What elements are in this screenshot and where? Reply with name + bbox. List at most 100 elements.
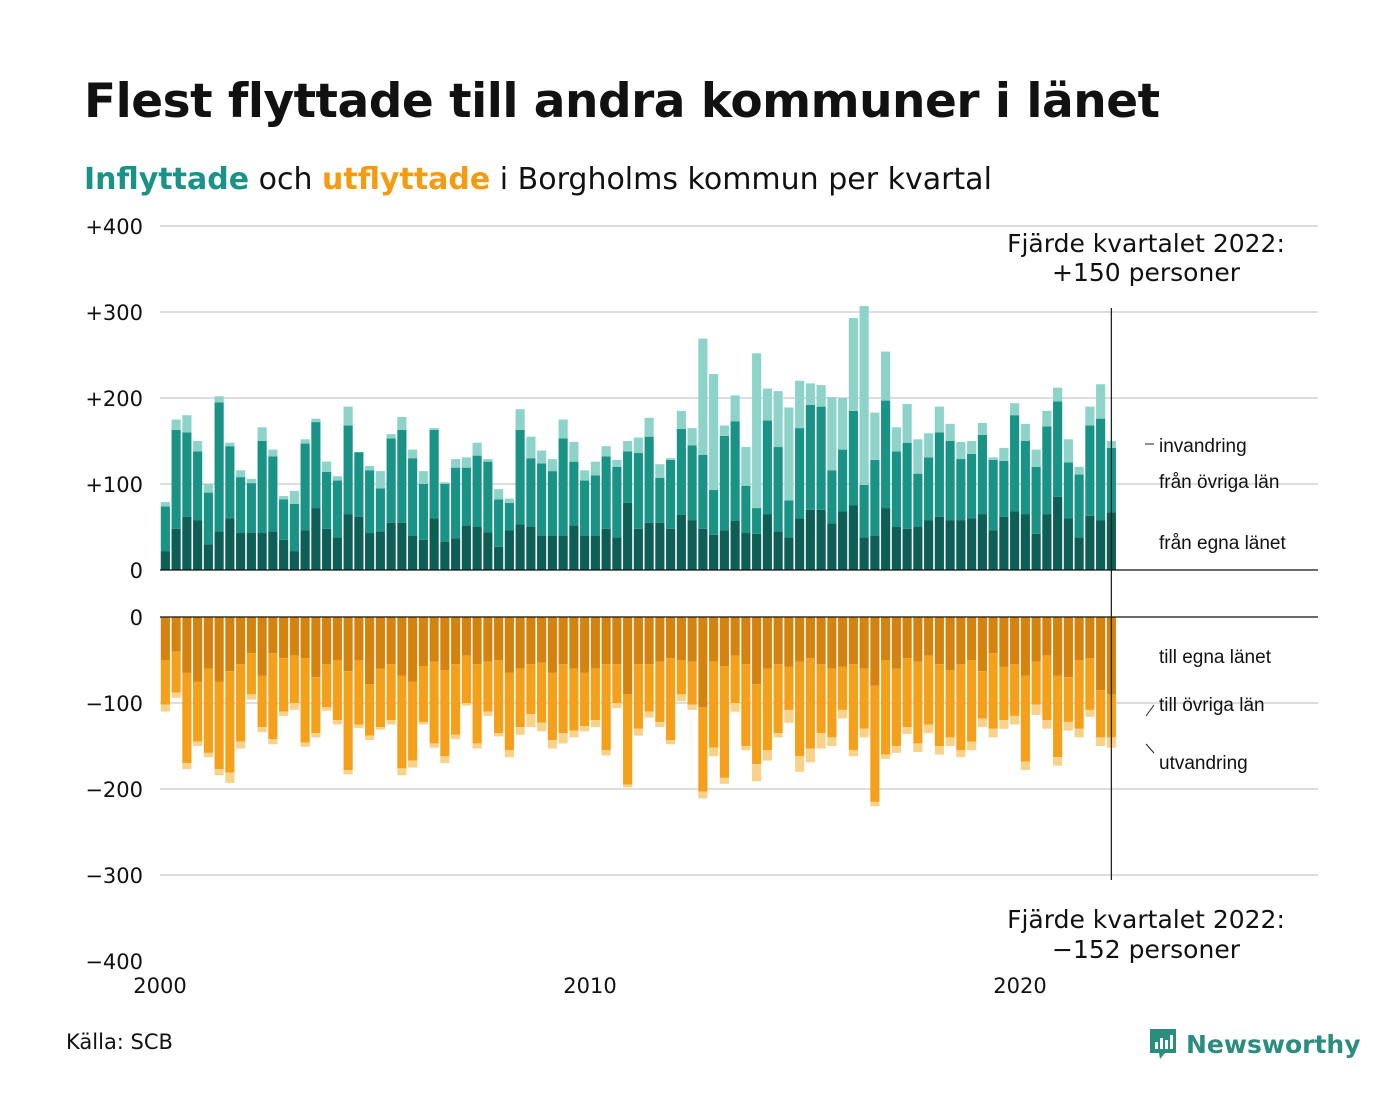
bar-in-ovriga xyxy=(773,447,783,532)
y-tick-label-bottom: −100 xyxy=(85,692,143,716)
bar-out-utvandring xyxy=(343,770,353,775)
bar-in-egna xyxy=(504,530,514,570)
bar-out-ovriga xyxy=(279,658,289,712)
bar-out-utvandring xyxy=(601,750,611,756)
bar-in-egna xyxy=(902,528,912,570)
bar-in-egna xyxy=(569,525,579,570)
bar-out-egna xyxy=(332,617,342,660)
bar-out-egna xyxy=(1020,617,1030,676)
bar-out-ovriga xyxy=(1074,660,1084,729)
bar-in-invandring xyxy=(386,434,396,439)
bar-out-egna xyxy=(182,617,192,673)
bar-out-ovriga xyxy=(848,664,858,751)
bar-out-ovriga xyxy=(1042,655,1052,721)
bar-out-egna xyxy=(848,617,858,665)
bar-out-utvandring xyxy=(569,730,579,738)
bar-in-ovriga xyxy=(590,475,600,536)
bar-out-ovriga xyxy=(891,668,901,746)
bar-out-ovriga xyxy=(332,660,342,721)
bar-in-egna xyxy=(698,528,708,570)
bar-out-ovriga xyxy=(354,660,364,725)
bar-in-invandring xyxy=(375,471,385,489)
bar-in-invandring xyxy=(483,459,493,462)
bar-out-ovriga xyxy=(171,651,181,693)
bar-in-invandring xyxy=(655,464,665,478)
bar-out-egna xyxy=(193,617,203,682)
bar-in-ovriga xyxy=(848,410,858,506)
bar-out-utvandring xyxy=(160,704,170,712)
bar-in-ovriga xyxy=(676,428,686,515)
bar-in-ovriga xyxy=(784,500,794,538)
bar-out-utvandring xyxy=(429,743,439,748)
subtitle-och: och xyxy=(249,162,322,197)
bar-out-utvandring xyxy=(666,739,676,745)
bar-in-invandring xyxy=(719,425,729,436)
bar-out-ovriga xyxy=(268,653,278,740)
bar-out-ovriga xyxy=(547,672,557,740)
legend-label-in: från egna länet xyxy=(1159,533,1286,554)
bar-out-egna xyxy=(956,617,966,665)
bar-out-egna xyxy=(666,617,676,659)
bar-out-egna xyxy=(838,617,848,667)
bar-in-egna xyxy=(386,522,396,570)
bar-in-ovriga xyxy=(483,461,493,533)
bar-out-ovriga xyxy=(214,681,224,770)
legend-label-out: till övriga län xyxy=(1159,695,1265,716)
bar-in-invandring xyxy=(988,457,998,460)
bar-in-egna xyxy=(537,535,547,570)
bar-in-invandring xyxy=(558,419,568,439)
bar-out-utvandring xyxy=(451,734,461,740)
bar-out-utvandring xyxy=(483,711,493,716)
bar-out-utvandring xyxy=(891,746,901,753)
bar-in-egna xyxy=(472,527,482,570)
bar-in-invandring xyxy=(1085,406,1095,426)
bar-out-ovriga xyxy=(203,668,213,753)
bar-out-utvandring xyxy=(257,727,267,733)
bar-in-invandring xyxy=(881,351,891,401)
bar-in-invandring xyxy=(332,476,342,481)
bar-in-egna xyxy=(666,528,676,570)
bar-out-utvandring xyxy=(375,727,385,730)
bar-out-egna xyxy=(913,617,923,662)
bar-in-invandring xyxy=(504,498,514,503)
legend-label-out: utvandring xyxy=(1159,753,1248,774)
bar-out-ovriga xyxy=(1031,661,1041,705)
bar-in-ovriga xyxy=(730,421,740,521)
bar-in-invandring xyxy=(1063,439,1073,463)
bar-in-egna xyxy=(311,508,321,570)
bar-in-ovriga xyxy=(515,429,525,525)
bar-in-egna xyxy=(418,539,428,570)
bar-in-ovriga xyxy=(623,451,633,503)
bar-in-invandring xyxy=(365,465,375,471)
x-tick-label: 2020 xyxy=(993,974,1046,998)
chart-subtitle: Inflyttade och utflyttade i Borgholms ko… xyxy=(84,162,992,197)
bar-in-invandring xyxy=(246,478,256,484)
bar-in-invandring xyxy=(1053,387,1063,402)
subtitle-inflyttade: Inflyttade xyxy=(84,162,250,197)
bar-in-invandring xyxy=(526,436,536,459)
bar-out-utvandring xyxy=(805,748,815,763)
bar-in-invandring xyxy=(268,449,278,457)
bar-out-utvandring xyxy=(719,777,729,784)
bar-in-egna xyxy=(655,522,665,570)
bar-out-ovriga xyxy=(569,668,579,731)
bar-in-invandring xyxy=(666,458,676,460)
bar-out-ovriga xyxy=(504,672,514,751)
bar-in-egna xyxy=(1085,515,1095,570)
bar-in-ovriga xyxy=(547,471,557,536)
bar-out-utvandring xyxy=(580,726,590,732)
bar-out-utvandring xyxy=(988,728,998,738)
bar-out-utvandring xyxy=(784,709,794,723)
bar-out-utvandring xyxy=(977,718,987,728)
bar-out-egna xyxy=(386,617,396,665)
bar-out-utvandring xyxy=(902,727,912,734)
bar-out-ovriga xyxy=(601,664,611,751)
bar-out-egna xyxy=(365,617,375,685)
bar-out-egna xyxy=(580,617,590,673)
bar-out-egna xyxy=(1085,617,1095,659)
bar-in-ovriga xyxy=(988,459,998,531)
bar-out-utvandring xyxy=(311,733,321,738)
bar-in-egna xyxy=(719,530,729,570)
bar-out-ovriga xyxy=(784,666,794,710)
